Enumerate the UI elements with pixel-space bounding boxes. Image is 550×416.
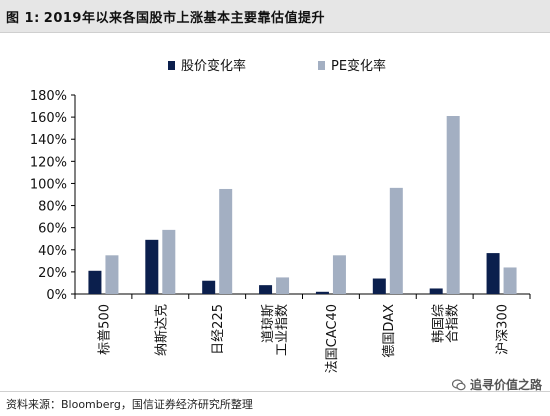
x-tick-label: 法国CAC40 xyxy=(325,304,340,373)
y-tick-label: 80% xyxy=(38,200,67,215)
svg-text:法国CAC40: 法国CAC40 xyxy=(325,304,340,373)
svg-text:合指数: 合指数 xyxy=(446,304,461,343)
svg-text:德国DAX: 德国DAX xyxy=(382,304,397,358)
legend-swatch xyxy=(318,61,325,70)
legend-label: PE变化率 xyxy=(331,58,386,74)
bar xyxy=(276,277,290,294)
svg-text:标普500: 标普500 xyxy=(97,304,112,355)
figure-label: 图 1: xyxy=(6,10,40,26)
bar xyxy=(162,229,176,294)
source-note: 资料来源：Bloomberg，国信证券经济研究所整理 xyxy=(6,398,253,411)
bar xyxy=(145,239,159,294)
legend-swatch xyxy=(168,61,175,70)
bar xyxy=(486,253,500,294)
wechat-icon xyxy=(451,378,466,390)
bar xyxy=(219,188,233,294)
y-tick-label: 100% xyxy=(30,177,67,192)
bar xyxy=(446,116,460,294)
x-tick-label: 沪深300 xyxy=(495,304,511,355)
y-tick-label: 0% xyxy=(46,288,67,303)
y-tick-label: 160% xyxy=(30,111,67,126)
svg-text:沪深300: 沪深300 xyxy=(495,304,511,355)
svg-text:日经225: 日经225 xyxy=(211,304,226,355)
x-tick-label: 德国DAX xyxy=(382,304,397,358)
svg-text:纳斯达克: 纳斯达克 xyxy=(154,304,169,356)
x-tick-label: 韩国综 合指数 xyxy=(432,304,461,343)
y-tick-label: 120% xyxy=(30,155,67,170)
y-tick-label: 60% xyxy=(38,222,67,237)
x-tick-label: 标普500 xyxy=(97,304,112,355)
bar xyxy=(389,187,403,294)
watermark: 追寻价值之路 xyxy=(451,376,542,393)
bar xyxy=(315,291,329,294)
bar xyxy=(332,255,346,294)
svg-text:道琼斯: 道琼斯 xyxy=(261,304,276,343)
svg-text:工业指数: 工业指数 xyxy=(275,304,290,356)
bar xyxy=(88,270,102,294)
bar xyxy=(259,285,273,294)
y-tick-label: 40% xyxy=(38,244,67,259)
bar xyxy=(372,278,386,294)
bar xyxy=(202,280,216,294)
y-tick-label: 20% xyxy=(38,266,67,281)
figure-title: 2019年以来各国股市上涨基本主要靠估值提升 xyxy=(43,10,325,26)
bar xyxy=(503,267,517,294)
y-tick-label: 180% xyxy=(30,89,67,104)
bar xyxy=(105,255,119,294)
x-tick-label: 道琼斯 工业指数 xyxy=(261,304,290,356)
bar xyxy=(429,288,443,294)
x-tick-label: 纳斯达克 xyxy=(154,304,169,356)
x-tick-label: 日经225 xyxy=(211,304,226,355)
footer-divider xyxy=(0,391,550,392)
svg-text:韩国综: 韩国综 xyxy=(432,304,447,343)
y-tick-label: 140% xyxy=(30,133,67,148)
watermark-text: 追寻价值之路 xyxy=(469,378,542,392)
bar-chart: 股价变化率 PE变化率 0% 20% 40% 60% 80% 100% 120% 140% 160%… xyxy=(30,58,531,373)
legend-label: 股价变化率 xyxy=(181,58,246,74)
figure-title-bar: 图 1: 2019年以来各国股市上涨基本主要靠估值提升 xyxy=(0,0,550,33)
